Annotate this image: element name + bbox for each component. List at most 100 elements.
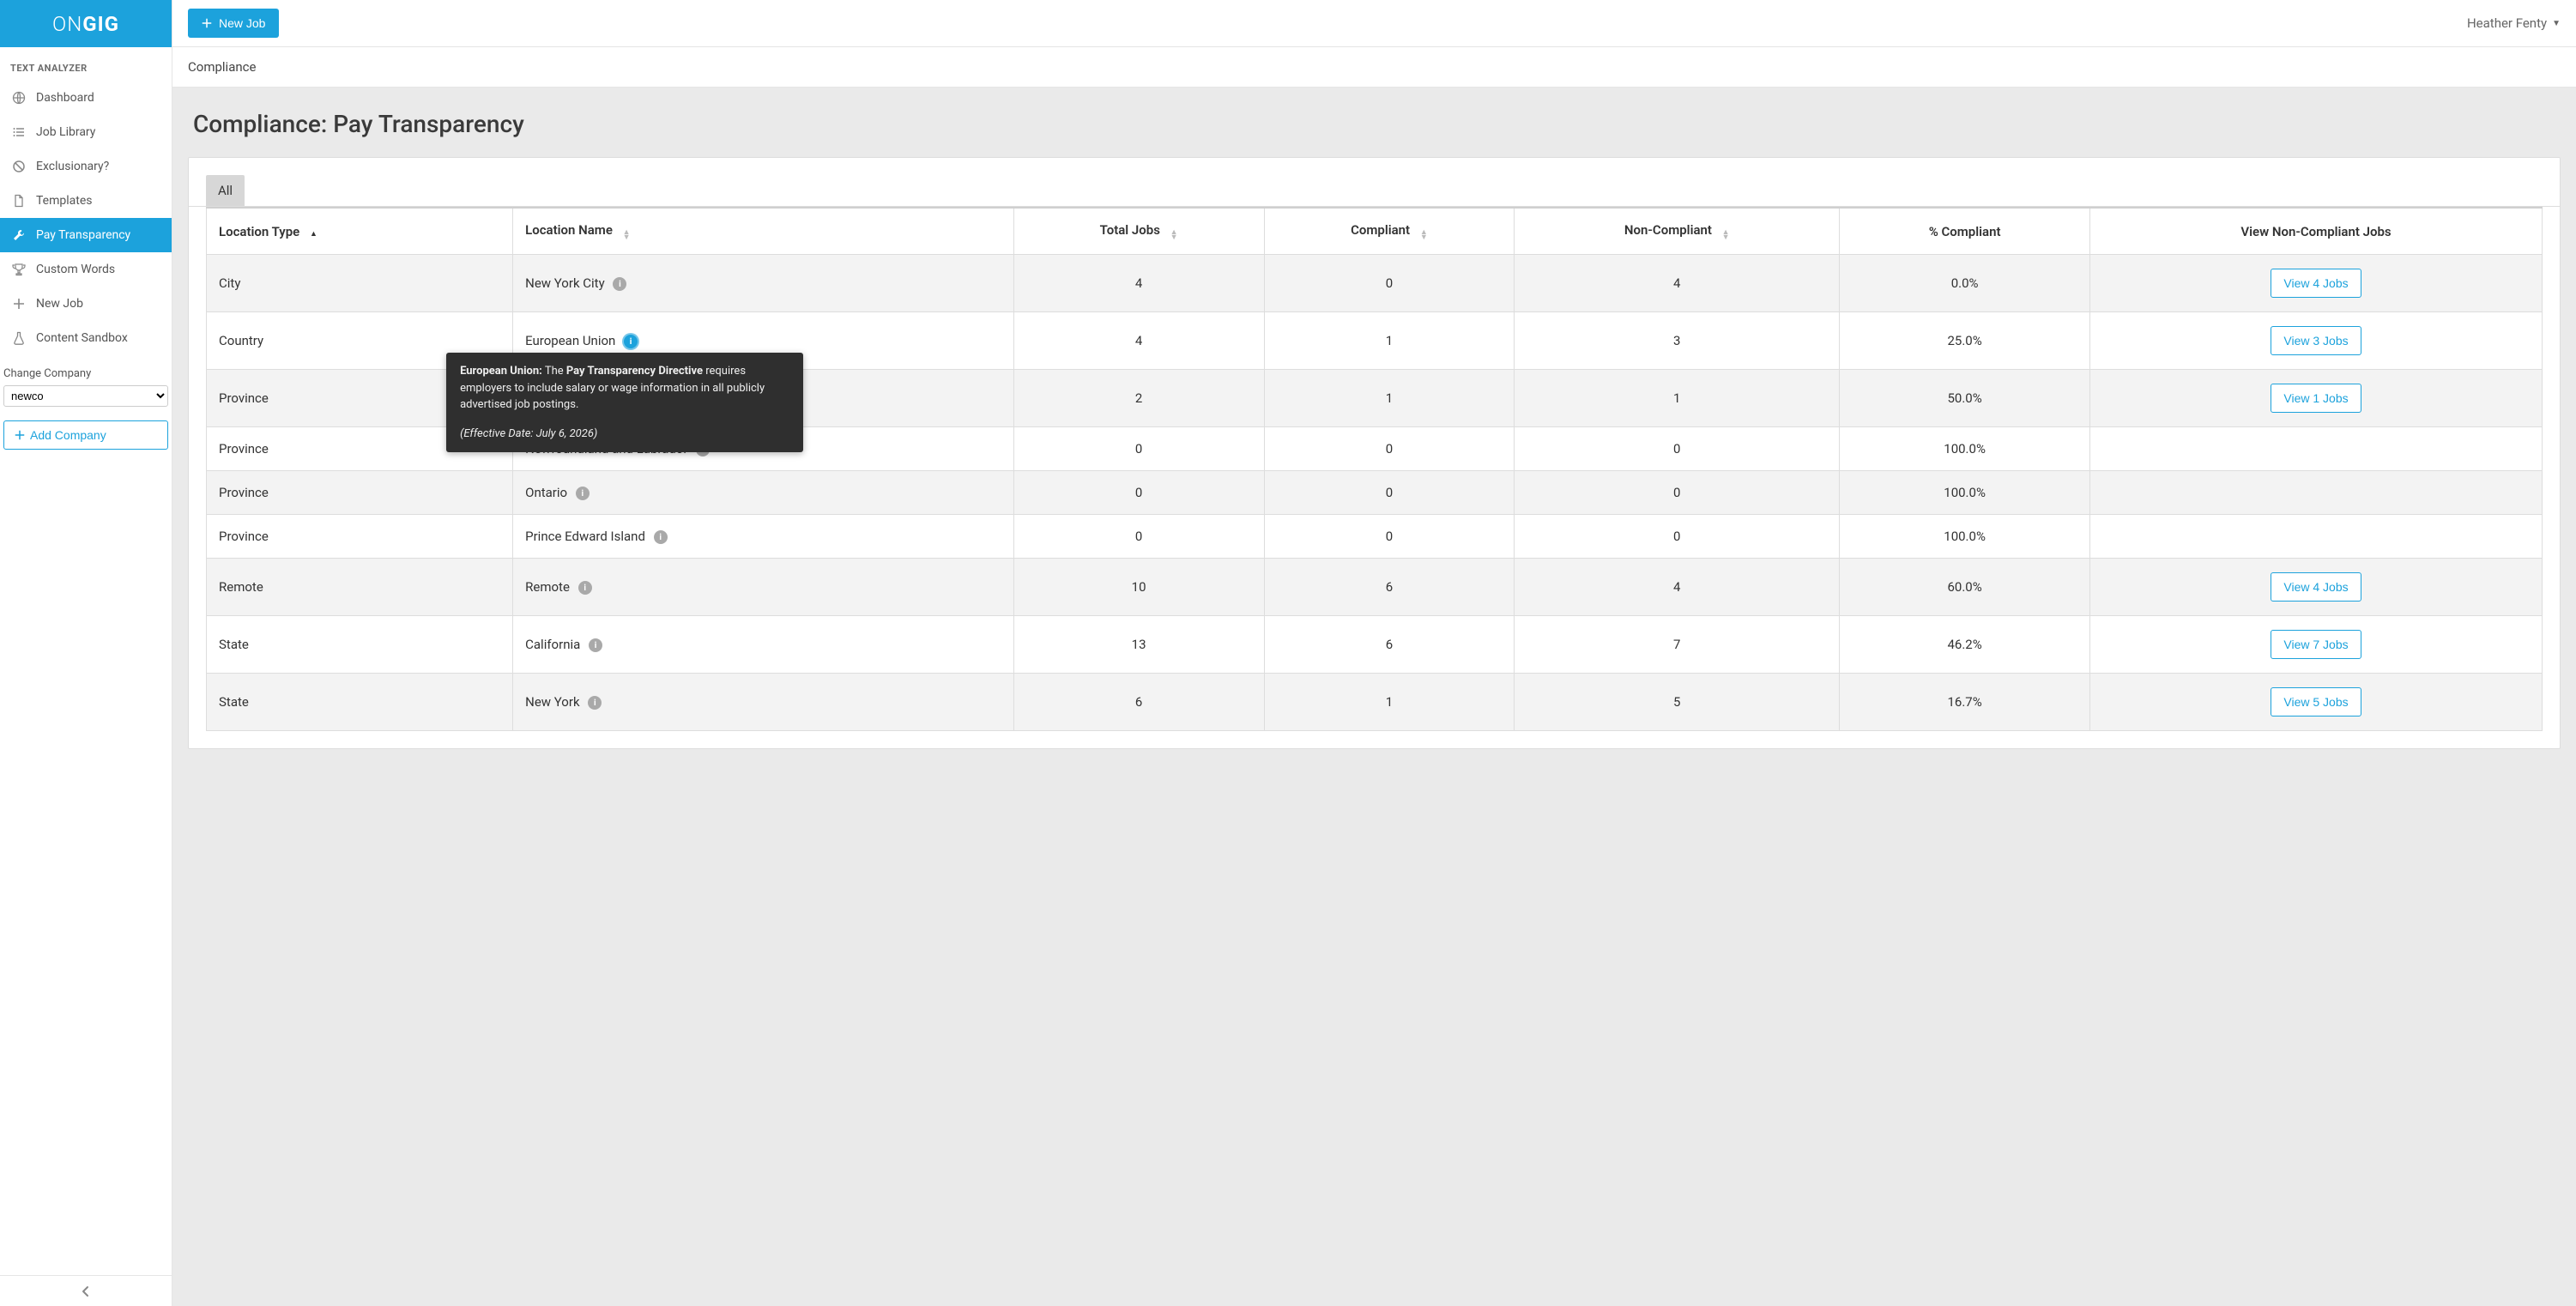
plus-icon bbox=[202, 18, 212, 28]
sort-icon: ▲▼ bbox=[1420, 230, 1428, 240]
compliance-panel: All Location Type ▲ bbox=[188, 157, 2561, 749]
sidebar-item-label: Pay Transparency bbox=[36, 228, 130, 242]
sort-icon: ▲▼ bbox=[1170, 230, 1178, 240]
sidebar-nav: Dashboard Job Library Exclusionary? Templat… bbox=[0, 81, 172, 355]
col-compliant[interactable]: Compliant ▲▼ bbox=[1264, 208, 1515, 255]
location-name-text: Ontario bbox=[525, 485, 567, 500]
brand-logo[interactable]: ONGIG bbox=[0, 0, 172, 47]
view-jobs-button[interactable]: View 4 Jobs bbox=[2271, 572, 2361, 602]
table-row: RemoteRemote i106460.0%View 4 Jobs bbox=[207, 559, 2543, 616]
brand-part1: ON bbox=[52, 12, 82, 36]
cell-location-name: Prince Edward Island i bbox=[513, 515, 1014, 559]
plus-icon bbox=[15, 430, 25, 440]
info-icon[interactable]: i bbox=[576, 487, 590, 500]
view-jobs-button[interactable]: View 7 Jobs bbox=[2271, 630, 2361, 659]
col-non-compliant[interactable]: Non-Compliant ▲▼ bbox=[1515, 208, 1840, 255]
sort-icon: ▲▼ bbox=[1722, 230, 1730, 240]
cell-compliant: 1 bbox=[1264, 312, 1515, 370]
col-view-non-compliant: View Non-Compliant Jobs bbox=[2090, 208, 2543, 255]
col-total-jobs[interactable]: Total Jobs ▲▼ bbox=[1013, 208, 1264, 255]
view-jobs-button[interactable]: View 5 Jobs bbox=[2271, 687, 2361, 716]
sort-icon: ▲ bbox=[310, 232, 317, 237]
cell-pct: 16.7% bbox=[1840, 674, 2090, 731]
table-body: CityNew York City i4040.0%View 4 JobsCou… bbox=[207, 255, 2543, 731]
table-row: CityNew York City i4040.0%View 4 Jobs bbox=[207, 255, 2543, 312]
view-jobs-button[interactable]: View 3 Jobs bbox=[2271, 326, 2361, 355]
cell-total: 4 bbox=[1013, 255, 1264, 312]
location-name-text: California bbox=[525, 637, 580, 652]
main: New Job Heather Fenty ▼ Compliance Compl… bbox=[172, 0, 2576, 1306]
info-icon[interactable]: i bbox=[654, 530, 668, 544]
cell-non-compliant: 3 bbox=[1515, 312, 1840, 370]
table-row: StateCalifornia i136746.2%View 7 Jobs bbox=[207, 616, 2543, 674]
col-location-name[interactable]: Location Name ▲▼ bbox=[513, 208, 1014, 255]
info-icon[interactable]: i bbox=[624, 335, 638, 348]
wrench-icon bbox=[12, 228, 26, 242]
cell-total: 0 bbox=[1013, 427, 1264, 471]
cell-location-type: State bbox=[207, 616, 513, 674]
sidebar-item-label: Content Sandbox bbox=[36, 331, 128, 345]
cell-non-compliant: 5 bbox=[1515, 674, 1840, 731]
tooltip-directive: Pay Transparency Directive bbox=[566, 365, 703, 378]
cell-total: 0 bbox=[1013, 471, 1264, 515]
cell-compliant: 0 bbox=[1264, 255, 1515, 312]
cell-non-compliant: 0 bbox=[1515, 515, 1840, 559]
plus-icon bbox=[12, 297, 26, 311]
col-label: Location Type bbox=[219, 224, 299, 239]
new-job-button[interactable]: New Job bbox=[188, 9, 279, 38]
sidebar-collapse-toggle[interactable] bbox=[0, 1275, 172, 1306]
tooltip-lead-bold: European Union: bbox=[460, 365, 542, 378]
sort-icon: ▲▼ bbox=[623, 230, 631, 240]
info-icon[interactable]: i bbox=[588, 696, 602, 710]
info-icon[interactable]: i bbox=[578, 581, 592, 595]
ban-icon bbox=[12, 160, 26, 173]
sidebar-item-label: Exclusionary? bbox=[36, 160, 109, 173]
view-jobs-button[interactable]: View 1 Jobs bbox=[2271, 384, 2361, 413]
cell-view: View 1 Jobs bbox=[2090, 370, 2543, 427]
sidebar-item-label: Job Library bbox=[36, 125, 95, 139]
breadcrumb-item[interactable]: Compliance bbox=[188, 59, 256, 75]
sidebar-item-label: Custom Words bbox=[36, 263, 115, 276]
cell-total: 2 bbox=[1013, 370, 1264, 427]
cell-location-type: City bbox=[207, 255, 513, 312]
sidebar-item-job-library[interactable]: Job Library bbox=[0, 115, 172, 149]
col-location-type[interactable]: Location Type ▲ bbox=[207, 208, 513, 255]
content-area: Compliance: Pay Transparency All Locatio bbox=[172, 88, 2576, 1306]
sidebar-item-dashboard[interactable]: Dashboard bbox=[0, 81, 172, 115]
sidebar-item-label: Templates bbox=[36, 194, 93, 208]
col-label: Non-Compliant bbox=[1624, 222, 1712, 238]
page-title: Compliance: Pay Transparency bbox=[188, 88, 2561, 157]
add-company-button[interactable]: Add Company bbox=[3, 420, 168, 450]
sidebar-section-label: TEXT ANALYZER bbox=[0, 47, 172, 81]
sidebar-item-exclusionary-[interactable]: Exclusionary? bbox=[0, 149, 172, 184]
sidebar-item-pay-transparency[interactable]: Pay Transparency bbox=[0, 218, 172, 252]
company-select[interactable]: newco bbox=[3, 385, 168, 407]
view-jobs-button[interactable]: View 4 Jobs bbox=[2271, 269, 2361, 298]
cell-pct: 100.0% bbox=[1840, 471, 2090, 515]
col-pct-compliant[interactable]: % Compliant bbox=[1840, 208, 2090, 255]
location-name-text: Prince Edward Island bbox=[525, 529, 645, 544]
sidebar-item-templates[interactable]: Templates bbox=[0, 184, 172, 218]
sidebar-item-custom-words[interactable]: Custom Words bbox=[0, 252, 172, 287]
cell-total: 13 bbox=[1013, 616, 1264, 674]
info-icon[interactable]: i bbox=[613, 277, 626, 291]
cell-non-compliant: 7 bbox=[1515, 616, 1840, 674]
tab-all[interactable]: All bbox=[206, 175, 245, 206]
cell-view: View 4 Jobs bbox=[2090, 255, 2543, 312]
info-icon[interactable]: i bbox=[589, 638, 602, 652]
cell-compliant: 0 bbox=[1264, 515, 1515, 559]
tabs-row: All bbox=[189, 158, 2560, 207]
cell-pct: 50.0% bbox=[1840, 370, 2090, 427]
file-icon bbox=[12, 194, 26, 208]
cell-location-name: New York i bbox=[513, 674, 1014, 731]
user-menu[interactable]: Heather Fenty ▼ bbox=[2467, 15, 2561, 31]
cell-location-name: Remote i bbox=[513, 559, 1014, 616]
table-wrap: Location Type ▲ Location Name ▲▼ Total J… bbox=[189, 207, 2560, 748]
cell-non-compliant: 4 bbox=[1515, 255, 1840, 312]
cell-location-name: New York City i bbox=[513, 255, 1014, 312]
cell-pct: 60.0% bbox=[1840, 559, 2090, 616]
sidebar-item-new-job[interactable]: New Job bbox=[0, 287, 172, 321]
col-label: % Compliant bbox=[1929, 224, 2001, 239]
sidebar-item-content-sandbox[interactable]: Content Sandbox bbox=[0, 321, 172, 355]
table-row: ProvincePrince Edward Island i000100.0% bbox=[207, 515, 2543, 559]
